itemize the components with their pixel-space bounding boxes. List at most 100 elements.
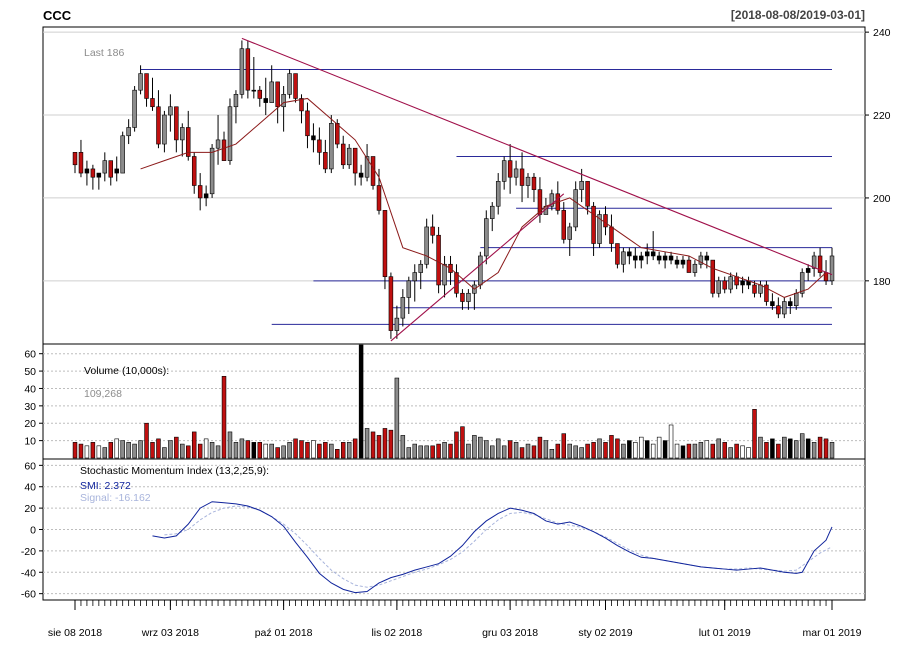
smi-lines [152,501,833,594]
volume-bar [805,438,811,459]
smi-signal-line [164,505,833,588]
volume-bar [174,436,179,459]
volume-y-tick-label: 20 [24,418,36,430]
volume-bar [84,445,90,459]
candle-body [275,81,280,108]
price-trendlines [241,37,833,342]
volume-bar [186,445,191,459]
candle-body [412,272,417,282]
smi-y-tick-label: -40 [21,567,36,579]
candle-body [102,160,108,174]
price-y-tick-label: 240 [873,27,891,39]
smi-grid [43,464,865,595]
candle-body [716,280,721,294]
volume-bar [239,438,245,459]
volume-bar [776,443,781,459]
volume-bar [478,436,483,459]
candle-body [323,152,328,170]
volume-bar [352,438,358,459]
candle-body [263,98,268,103]
candle-body [674,259,680,265]
chart-title: CCC [43,8,72,23]
candle-body [644,251,650,257]
x-tick-label: lis 02 2018 [371,627,422,639]
volume-bar [323,442,328,459]
candle-body [454,272,459,294]
candle-body [400,297,406,319]
candle-body [239,48,245,95]
candle-body [609,226,614,244]
candle-body [597,214,602,244]
volume-bar [704,440,710,459]
volume-bar [633,442,638,459]
volume-bar [156,438,161,459]
candle-body [269,81,274,103]
candle-body [662,255,668,261]
volume-bar [281,445,286,459]
candle-body [799,272,805,294]
volume-bar [555,443,561,459]
smi-y-tick-label: 40 [24,482,36,494]
volume-bar [561,433,567,459]
volume-bar [275,447,280,459]
volume-bar [823,438,829,459]
volume-bar [799,433,805,459]
volume-bar [662,440,668,459]
candle-body [805,268,811,273]
x-axis: sie 08 2018 wrz 03 2018 paź 01 2018 lis 02 … [48,599,862,639]
candle-body [174,106,179,141]
volume-bar [245,440,251,459]
volume-bar [144,422,149,459]
candle-body [466,292,471,302]
volume-bar [650,443,656,459]
candle-body [585,181,590,207]
volume-bar [817,436,823,459]
volume-bar [782,436,787,459]
volume-bar [639,436,644,459]
volume-bar [221,375,227,459]
volume-bar [770,438,775,459]
candle-body [358,172,364,178]
candle-body [305,110,310,137]
volume-bar [644,440,650,459]
candle-body [108,160,114,178]
candle-body [293,73,298,99]
candle-body [495,181,501,207]
volume-bar [96,445,102,459]
volume-bar [519,447,525,459]
volume-bar [484,440,489,459]
candle-body [221,139,227,161]
volume-bar [793,440,799,459]
volume-bar [621,443,626,459]
trendline [241,37,833,276]
candle-body [132,89,137,128]
volume-bar [209,442,215,459]
candle-body [621,251,626,265]
candle-body [406,280,412,298]
price-y-tick-label: 180 [873,276,891,288]
candle-body [418,263,423,273]
volume-bar [227,431,233,459]
volume-bar [191,431,197,459]
candle-body [484,218,489,257]
volume-grid [43,353,865,442]
x-tick-label: paź 01 2018 [255,627,313,639]
volume-bar [728,447,733,459]
candle-body [722,280,727,290]
volume-bar [722,442,727,459]
price-support-lines [140,68,832,325]
smi-legend-smi: SMI: 2.372 [80,480,131,492]
volume-bar [525,443,531,459]
candle-body [430,226,435,236]
volume-bar [287,442,292,459]
candle-body [311,135,316,141]
volume-bar [132,443,137,459]
x-tick-label: sie 08 2018 [48,627,102,639]
volume-bar [531,445,537,459]
smi-y-tick-label: 60 [24,460,36,472]
volume-bar [257,442,263,459]
smi-panel: -60 -40 -20 0 20 40 60 Stochastic Momentum Ind… [21,458,866,601]
volume-bar [114,438,119,459]
candle-body [96,172,102,178]
candle-body [352,147,358,174]
